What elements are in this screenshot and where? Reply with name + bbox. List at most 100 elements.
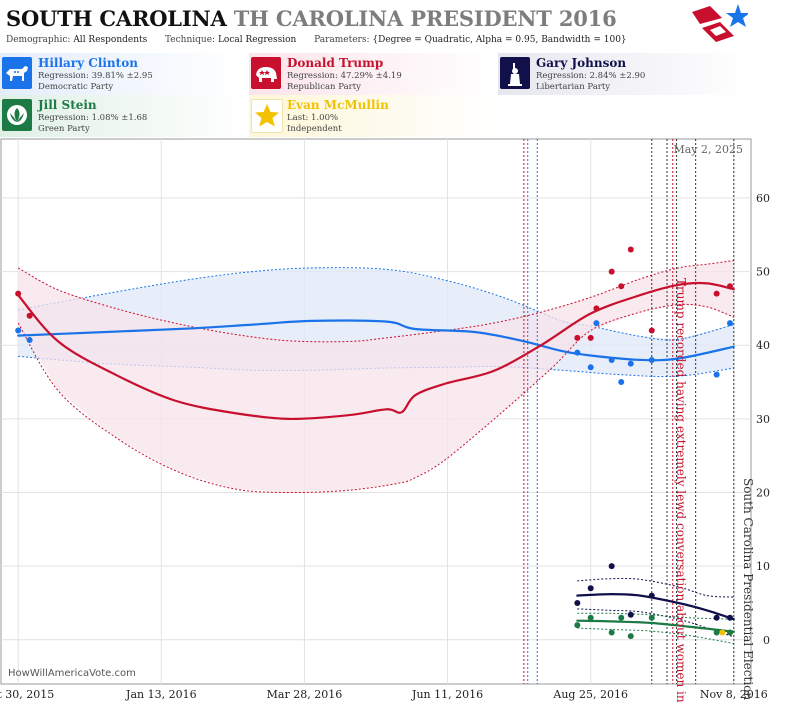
y-tick-label: 30: [756, 413, 770, 426]
annotation-label: South Carolina Presidential Election: [741, 478, 755, 700]
parameters-line: Demographic: All Respondents Technique: …: [6, 35, 627, 45]
page-title: SOUTH CAROLINA TH CAROLINA PRESIDENT 201…: [6, 6, 617, 31]
candidate-party: Independent: [287, 124, 342, 134]
poll-point: [587, 364, 594, 371]
poll-point: [627, 611, 634, 618]
donkey-icon: [2, 57, 32, 89]
poll-point: [26, 312, 33, 319]
poll-point: [727, 320, 734, 327]
poll-point: [593, 320, 600, 327]
star-icon: [251, 99, 283, 133]
y-axis: 0 10 20 30 40 50 60: [756, 192, 770, 647]
candidate-card-johnson[interactable]: Gary Johnson Regression: 2.84% ±2.90 Lib…: [498, 53, 748, 95]
series-line: [576, 592, 735, 621]
candidate-regression: Regression: 1.08% ±1.68: [38, 113, 148, 123]
x-axis: Oct 30, 2015 Jan 13, 2016 Mar 28, 2016 Jun …: [0, 688, 768, 701]
y-tick-label: 0: [763, 634, 770, 647]
poll-point: [15, 290, 22, 297]
candidate-card-mcmullin[interactable]: Evan McMullin Last: 1.00% Independent: [249, 95, 495, 137]
x-tick-label: Jun 11, 2016: [411, 688, 483, 701]
y-tick-label: 10: [756, 560, 770, 573]
poll-point: [727, 629, 734, 636]
candidate-name: Gary Johnson: [536, 56, 627, 70]
candidate-card-clinton[interactable]: Hillary Clinton Regression: 39.81% ±2.95…: [0, 53, 246, 95]
candidate-party: Republican Party: [287, 82, 361, 92]
poll-point: [627, 360, 634, 367]
poll-point: [719, 629, 726, 636]
x-tick-label: Nov 8, 2016: [700, 688, 768, 701]
poll-point: [574, 334, 581, 341]
y-tick-label: 60: [756, 192, 770, 205]
site-logo-icon[interactable]: [690, 2, 748, 50]
poll-point: [608, 356, 615, 363]
poll-point: [727, 283, 734, 290]
event-lines: [523, 139, 735, 684]
poll-point: [727, 614, 734, 621]
parameters-value: {Degree = Quadratic, Alpha = 0.95, Bandw…: [372, 35, 627, 45]
candidate-name: Hillary Clinton: [38, 56, 138, 70]
x-tick-label: Mar 28, 2016: [267, 688, 343, 701]
green-leaf-icon: [2, 99, 32, 131]
band-upper-edge: [17, 260, 734, 343]
poll-point: [627, 633, 634, 640]
poll-point: [648, 614, 655, 621]
series-line: [576, 619, 735, 633]
candidate-card-stein[interactable]: Jill Stein Regression: 1.08% ±1.68 Green…: [0, 95, 246, 137]
poll-point: [26, 337, 33, 344]
poll-point: [627, 246, 634, 253]
confidence-band: [18, 260, 734, 493]
technique-value: Local Regression: [217, 35, 297, 45]
series-lines: [17, 281, 735, 633]
poll-point: [618, 379, 625, 386]
poll-point: [648, 592, 655, 599]
parameters-label: Parameters:: [314, 35, 370, 45]
candidate-name: Donald Trump: [287, 56, 384, 70]
y-tick-label: 20: [756, 487, 770, 500]
poll-point: [593, 305, 600, 312]
candidate-regression: Regression: 47.29% ±4.19: [287, 71, 402, 81]
date-label: May 2, 2025: [673, 143, 743, 156]
y-tick-label: 40: [756, 339, 770, 352]
x-tick-label: Jan 13, 2016: [125, 688, 197, 701]
poll-point: [608, 629, 615, 636]
band-lower-edge: [17, 303, 734, 494]
annotation-label: Trump recorded having extremely lewd con…: [674, 278, 688, 704]
series-line: [17, 281, 735, 421]
poll-point: [618, 283, 625, 290]
candidate-regression: Last: 1.00%: [287, 113, 339, 123]
candidate-party: Green Party: [38, 124, 90, 134]
poll-point: [648, 327, 655, 334]
candidate-card-trump[interactable]: Donald Trump Regression: 47.29% ±4.19 Re…: [249, 53, 495, 95]
band-upper-edge: [18, 267, 734, 341]
y-tick-label: 50: [756, 266, 770, 279]
poll-point: [574, 349, 581, 356]
title-rest: TH CAROLINA PRESIDENT 2016: [233, 6, 617, 31]
poll-point: [713, 290, 720, 297]
candidate-regression: Regression: 39.81% ±2.95: [38, 71, 153, 81]
poll-point: [608, 563, 615, 570]
poll-point: [574, 599, 581, 606]
poll-point: [618, 614, 625, 621]
candidate-name: Evan McMullin: [287, 98, 389, 112]
poll-point: [587, 614, 594, 621]
x-tick-label: Oct 30, 2015: [0, 688, 54, 701]
technique-label: Technique:: [165, 35, 216, 45]
poll-point: [608, 268, 615, 275]
header: SOUTH CAROLINA TH CAROLINA PRESIDENT 201…: [0, 0, 789, 52]
candidate-party: Democratic Party: [38, 82, 114, 92]
poll-points: [15, 246, 734, 640]
poll-point: [713, 371, 720, 378]
band-lower-edge: [577, 627, 734, 644]
demographic-value: All Respondents: [73, 35, 148, 45]
candidate-name: Jill Stein: [38, 98, 97, 112]
poll-point: [713, 629, 720, 636]
watermark: HowWillAmericaVote.com: [8, 668, 136, 679]
x-tick-label: Aug 25, 2016: [552, 688, 628, 701]
band-upper-edge: [577, 612, 734, 620]
candidate-party: Libertarian Party: [536, 82, 611, 92]
elephant-icon: [251, 57, 281, 89]
poll-point: [713, 614, 720, 621]
liberty-statue-icon: [500, 57, 530, 89]
poll-point: [648, 356, 655, 363]
poll-point: [15, 327, 22, 334]
